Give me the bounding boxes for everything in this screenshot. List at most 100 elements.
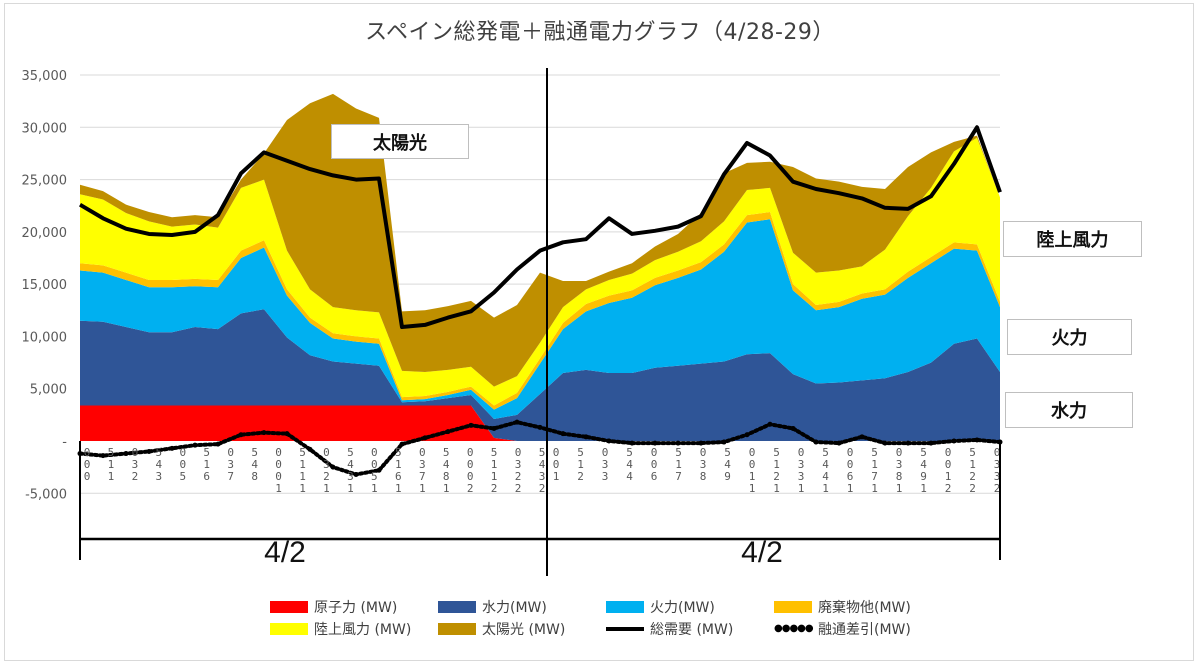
x-tick-char: 1	[395, 458, 402, 471]
interchange-point	[376, 467, 382, 473]
x-tick-char: 0	[323, 446, 330, 459]
x-tick-char: 4	[920, 458, 927, 471]
x-tick-label: 038	[700, 446, 707, 483]
x-tick-char: 7	[871, 470, 878, 483]
x-tick-char: 2	[491, 482, 498, 495]
x-tick-char: 5	[920, 446, 927, 459]
x-tick-char: 9	[920, 470, 927, 483]
x-tick-char: 5	[773, 446, 780, 459]
x-tick-char: 0	[419, 446, 426, 459]
x-tick-char: 0	[553, 458, 560, 471]
x-tick-char: 0	[749, 446, 756, 459]
x-tick-char: 0	[749, 458, 756, 471]
interchange-point	[261, 430, 267, 436]
y-tick-label: 5,000	[30, 383, 67, 398]
interchange-point	[675, 440, 681, 446]
x-tick-label: 544	[626, 446, 633, 483]
area-原子力 (MW)	[80, 405, 1000, 441]
y-tick-label: -	[62, 435, 67, 450]
x-tick-char: 4	[626, 470, 633, 483]
x-tick-char: 1	[773, 482, 780, 495]
x-tick-char: 9	[724, 470, 731, 483]
x-tick-char: 1	[773, 458, 780, 471]
x-tick-char: 4	[251, 458, 258, 471]
x-tick-label: 032	[132, 446, 139, 483]
annotation-hydro: 水力	[1005, 392, 1133, 428]
x-tick-char: 2	[969, 482, 976, 495]
x-tick-char: 5	[577, 446, 584, 459]
x-tick-char: 1	[798, 482, 805, 495]
x-tick-char: 0	[179, 458, 186, 471]
x-tick-char: 6	[395, 470, 402, 483]
x-tick-char: 1	[299, 470, 306, 483]
interchange-point	[491, 425, 497, 431]
x-tick-char: 5	[822, 446, 829, 459]
x-tick-char: 5	[969, 446, 976, 459]
x-tick-char: 3	[798, 458, 805, 471]
legend-item-nuclear: 原子力 (MW)	[270, 597, 438, 617]
chart-frame	[4, 3, 1194, 661]
interchange-point	[192, 442, 198, 448]
y-tick-label: -5,000	[25, 487, 67, 502]
x-tick-char: 1	[896, 482, 903, 495]
x-tick-char: 1	[553, 470, 560, 483]
x-tick-char: 0	[275, 446, 282, 459]
x-tick-char: 1	[871, 458, 878, 471]
x-tick-label: 511	[108, 446, 115, 483]
y-tick-label: 10,000	[22, 330, 68, 345]
x-tick-label: 512	[577, 446, 584, 483]
x-tick-char: 0	[275, 470, 282, 483]
y-tick-label: 35,000	[22, 69, 68, 84]
legend-swatch	[774, 601, 812, 613]
x-tick-char: 8	[896, 470, 903, 483]
interchange-point	[974, 437, 980, 443]
x-tick-label: 549	[724, 446, 731, 483]
x-tick-char: 0	[651, 446, 658, 459]
x-tick-label: 517	[675, 446, 682, 483]
x-tick-char: 3	[700, 458, 707, 471]
x-tick-char: 3	[539, 470, 546, 483]
x-tick-char: 5	[156, 446, 163, 459]
x-tick-char: 3	[515, 458, 522, 471]
annotation-thermal: 火力	[1007, 319, 1132, 355]
legend-item-interchange: ●●●●● 融通差引(MW)	[774, 619, 942, 639]
x-tick-label: 548	[251, 446, 258, 483]
y-tick-label: 25,000	[22, 174, 68, 189]
x-tick-char: 3	[896, 458, 903, 471]
x-tick-char: 0	[602, 446, 609, 459]
x-tick-label: 000	[84, 446, 91, 483]
x-tick-char: 1	[847, 482, 854, 495]
x-tick-char: 3	[347, 470, 354, 483]
x-tick-char: 2	[515, 470, 522, 483]
x-tick-char: 1	[749, 470, 756, 483]
x-tick-label: 543	[156, 446, 163, 483]
legend-label: 太陽光 (MW)	[482, 622, 566, 638]
x-tick-char: 1	[443, 482, 450, 495]
line-demand	[78, 125, 1002, 330]
x-tick-char: 2	[467, 482, 474, 495]
x-tick-char: 1	[203, 458, 210, 471]
x-tick-char: 7	[227, 470, 234, 483]
x-tick-char: 0	[467, 470, 474, 483]
x-tick-char: 0	[515, 446, 522, 459]
interchange-point	[698, 440, 704, 446]
x-tick-char: 0	[371, 458, 378, 471]
x-tick-char: 1	[108, 458, 115, 471]
area-陸上風力 (MW)	[80, 137, 1000, 406]
x-tick-char: 8	[251, 470, 258, 483]
x-tick-char: 4	[626, 458, 633, 471]
interchange-point	[353, 471, 359, 477]
x-tick-char: 0	[132, 446, 139, 459]
x-tick-label: 006	[651, 446, 658, 483]
x-tick-char: 8	[700, 470, 707, 483]
x-tick-char: 2	[577, 470, 584, 483]
area-火力(MW)	[80, 219, 1000, 420]
x-tick-char: 5	[371, 470, 378, 483]
